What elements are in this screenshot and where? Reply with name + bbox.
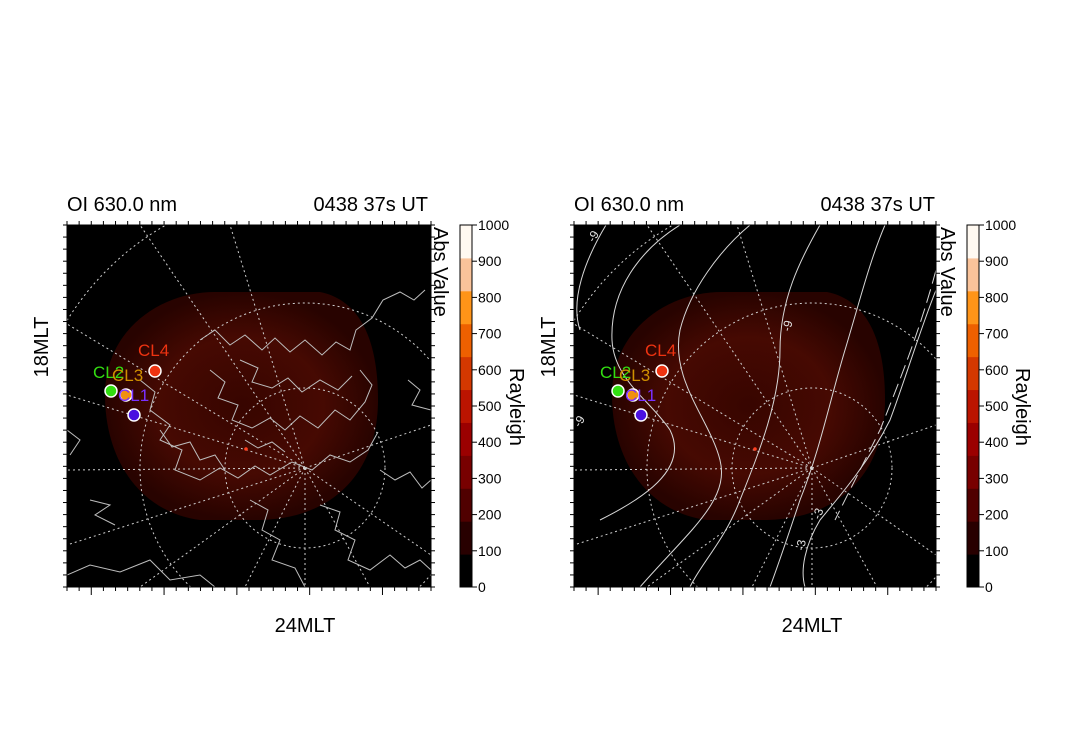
left-colorbar-swatch [460, 521, 472, 555]
left-station-cl1-marker [127, 408, 141, 422]
left-colorbar-label: Rayleigh [505, 368, 527, 446]
left-colorbar: 0 100 200 300 400 500 600 700 800 900 1000 [459, 217, 509, 595]
left-station-cl4-marker [148, 364, 162, 378]
left-colorbar-tick-label: 1000 [478, 217, 509, 233]
left-colorbar-tick-label: 400 [478, 434, 502, 450]
right-colorbar-tick-label: 800 [985, 289, 1009, 305]
right-side-label: 18MLT [538, 317, 560, 378]
right-pole-marker [753, 447, 757, 451]
right-colorbar-tick-label: 0 [985, 579, 993, 595]
right-station-cl1-marker [634, 408, 648, 422]
left-colorbar-tick-label: 800 [478, 289, 502, 305]
left-station-cl4-label: CL4 [138, 341, 169, 360]
right-contour-dashed [834, 269, 936, 521]
left-title-time: 0438 37s UT [313, 194, 428, 216]
right-meridians [574, 225, 936, 587]
right-contours [576, 225, 936, 587]
left-station-cl2-marker [104, 384, 118, 398]
right-colorbar-label: Rayleigh [1011, 368, 1033, 446]
right-station-cl3-label: CL3 [619, 366, 650, 385]
left-station-cl1-label: CL1 [118, 386, 149, 405]
right-colorbar-tick-label: 300 [985, 470, 1009, 486]
left-colorbar-swatch [460, 356, 472, 391]
right-colorbar-swatch [967, 422, 979, 456]
right-colorbar-swatch [967, 455, 979, 489]
right-colorbar-swatch [967, 257, 979, 292]
left-colorbar-tick-label: 600 [478, 362, 502, 378]
left-pole-marker [244, 447, 248, 451]
right-colorbar-tick-label: 500 [985, 398, 1009, 414]
right-colorbar-swatch [967, 554, 979, 588]
left-axis-ticks [63, 221, 435, 595]
right-axis-ticks [570, 221, 940, 595]
left-stations: CL4 CL2 CL3 CL1 [93, 341, 169, 422]
right-station-cl3-marker [626, 388, 640, 402]
left-colorbar-swatch [460, 554, 472, 588]
right-station-cl2-marker [611, 384, 625, 398]
left-colorbar-swatch [460, 455, 472, 489]
right-station-cl4-marker [655, 364, 669, 378]
left-colorbar-swatch [460, 323, 472, 358]
right-colorbar-swatch [967, 290, 979, 325]
right-colorbar-tick-label: 700 [985, 326, 1009, 342]
left-colorbar-swatch [460, 257, 472, 292]
right-colorbar: 0 100 200 300 400 500 600 700 800 900 1000 [966, 217, 1016, 595]
left-colorbar-tick-label: 0 [478, 579, 486, 595]
left-title-wavelength: OI 630.0 nm [67, 194, 177, 216]
right-station-cl2-label: CL2 [600, 363, 631, 382]
right-bottom-label: 24MLT [782, 615, 843, 637]
right-colorbar-swatch [967, 389, 979, 423]
right-colorbar-tick-label: 1000 [985, 217, 1016, 233]
right-stations: CL4 CL2 CL3 CL1 [600, 341, 676, 422]
left-coastlines [67, 289, 431, 587]
left-panel: OI 630.0 nm 0438 37s UT [31, 194, 527, 637]
left-colorbar-tick-label: 700 [478, 326, 502, 342]
right-colorbar-tick-label: 600 [985, 362, 1009, 378]
right-aurora-oval [612, 292, 885, 520]
left-colorbar-tick-label: 900 [478, 253, 502, 269]
left-colorbar-swatch [460, 290, 472, 325]
left-side-label: 18MLT [31, 317, 53, 378]
right-colorbar-swatch [967, 488, 979, 522]
right-panel: OI 630.0 nm 0438 37s UT [538, 194, 1033, 637]
left-colorbar-tick-label: 100 [478, 543, 502, 559]
right-title-time: 0438 37s UT [820, 194, 935, 216]
right-contour-label: -3 [793, 538, 809, 551]
left-colorbar-swatch [460, 389, 472, 423]
right-colorbar-swatch [967, 521, 979, 555]
right-colorbar-swatch [967, 323, 979, 358]
left-colorbar-swatch [460, 422, 472, 456]
left-colorbar-tick-label: 200 [478, 507, 502, 523]
right-colorbar-swatch [967, 356, 979, 391]
left-colorbar-tick-label: 500 [478, 398, 502, 414]
right-title-wavelength: OI 630.0 nm [574, 194, 684, 216]
left-colorbar-swatch [460, 488, 472, 522]
right-colorbar-swatch [967, 225, 979, 259]
left-station-cl3-marker [119, 388, 133, 402]
left-corner-label: Abs Value [429, 227, 451, 317]
left-meridians [67, 225, 431, 587]
right-station-cl1-label: CL1 [625, 386, 656, 405]
left-bottom-label: 24MLT [275, 615, 336, 637]
left-colorbar-tick-label: 300 [478, 470, 502, 486]
right-colorbar-tick-label: 100 [985, 543, 1009, 559]
left-aurora-oval [105, 292, 378, 520]
left-station-cl3-label: CL3 [112, 366, 143, 385]
right-colorbar-tick-label: 400 [985, 434, 1009, 450]
right-contour-label: -9 [779, 319, 795, 333]
right-colorbar-tick-label: 900 [985, 253, 1009, 269]
left-colorbar-swatch [460, 225, 472, 259]
right-contour-label: -3 [810, 506, 827, 521]
right-corner-label: Abs Value [936, 227, 958, 317]
right-station-cl4-label: CL4 [645, 341, 676, 360]
left-station-cl2-label: CL2 [93, 363, 124, 382]
right-colorbar-tick-label: 200 [985, 507, 1009, 523]
